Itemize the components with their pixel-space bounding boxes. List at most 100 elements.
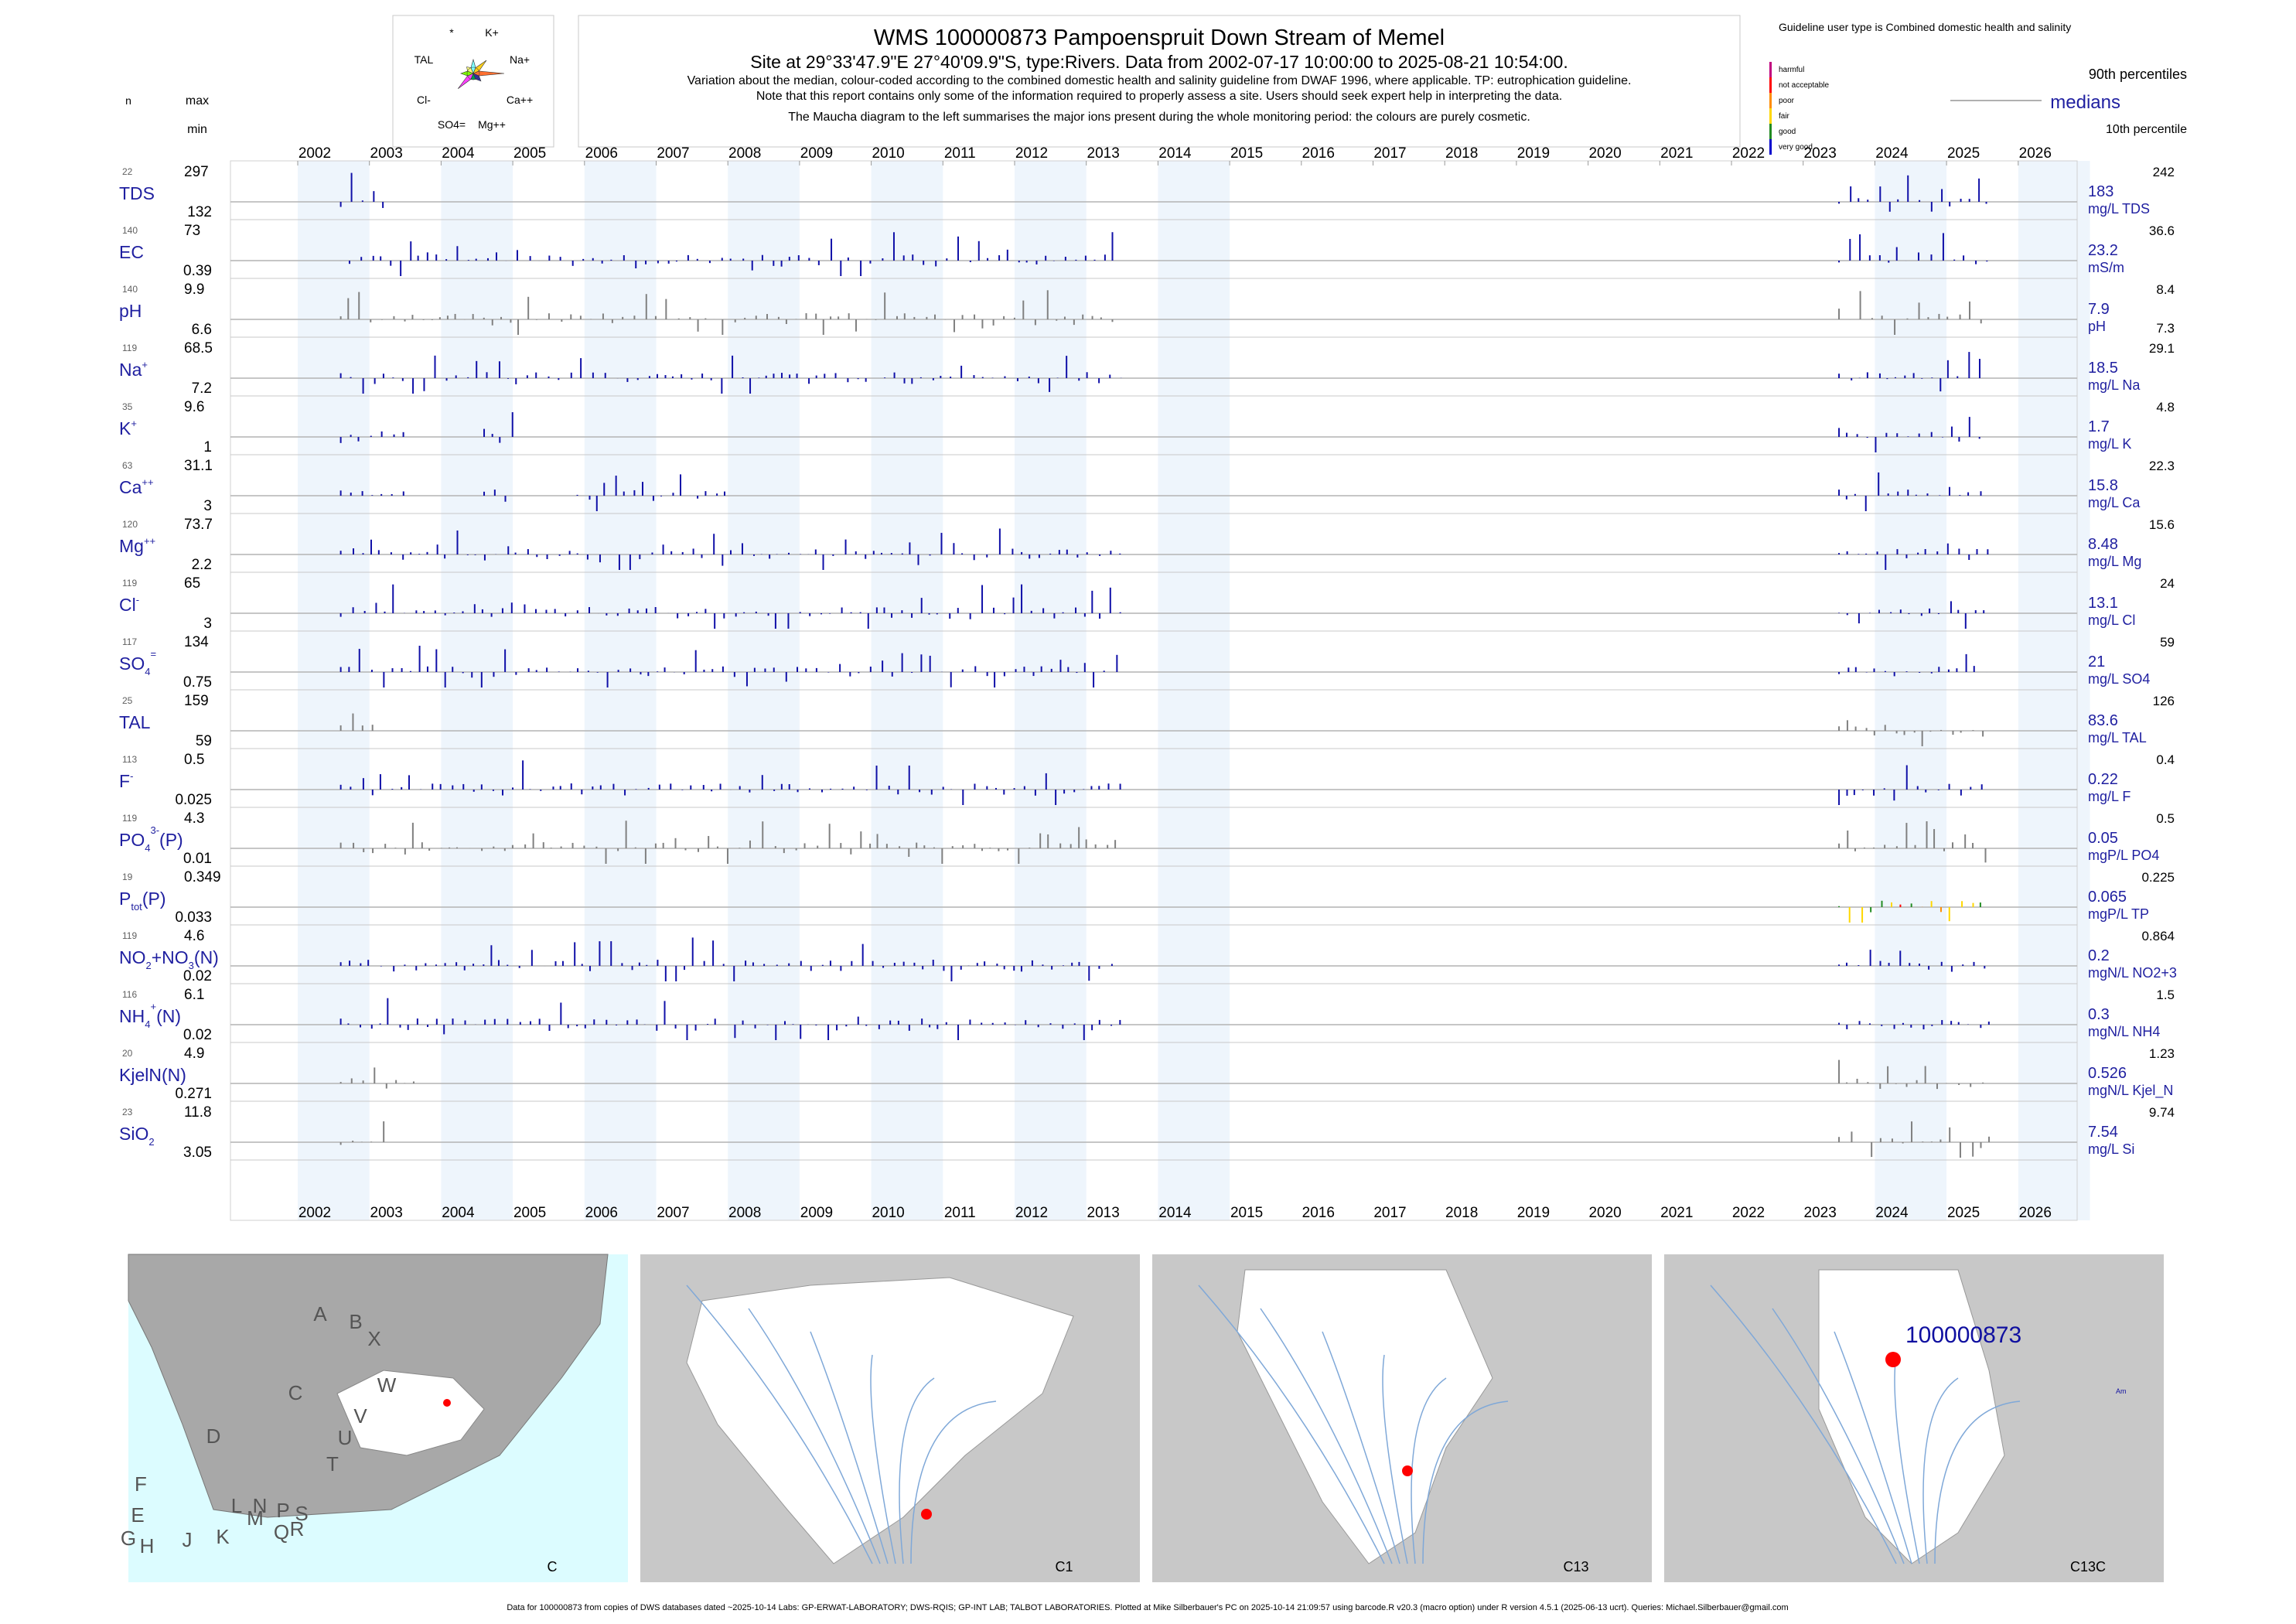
maucha-label: TAL: [415, 53, 434, 66]
year-tick-top: 2024: [1875, 145, 1909, 162]
unit-label: mg/L F: [2088, 789, 2131, 804]
drainage-region-label: S: [295, 1502, 308, 1525]
year-tick-bottom: 2026: [2019, 1205, 2052, 1221]
min-value: 0.271: [175, 1086, 212, 1102]
river-line: [1934, 1401, 2021, 1564]
min-value: 0.02: [183, 1027, 212, 1043]
river-line: [1894, 1354, 1920, 1564]
barcode-plot: 2002 2002 2003 2003 2004 2004 2005 2005 2006 2006…: [119, 145, 2177, 1221]
level-swatch: [1769, 139, 1772, 155]
guideline-levels: harmful not acceptable poor fair good very go…: [1769, 62, 1829, 155]
unit-label: mgP/L PO4: [2088, 848, 2159, 863]
year-tick-top: 2005: [513, 145, 546, 162]
unit-label: mgP/L TP: [2088, 906, 2149, 922]
year-tick-top: 2003: [370, 145, 403, 162]
max-value: 6.1: [184, 987, 204, 1003]
year-tick-top: 2019: [1517, 145, 1550, 162]
median-value: 183: [2088, 183, 2113, 200]
year-tick-top: 2011: [944, 145, 976, 162]
variable-name: Ca++: [119, 476, 154, 497]
max-value: 11.8: [184, 1104, 212, 1121]
page-subtitle: Site at 29°33'47.9"E 27°40'09.9"S, type:…: [750, 52, 1568, 72]
unit-label: mgN/L Kjel_N: [2088, 1083, 2173, 1099]
map-panel-3: C13: [1152, 1254, 1652, 1582]
year-tick-bottom: 2007: [657, 1205, 689, 1221]
drainage-region-label: M: [247, 1506, 264, 1530]
year-tick-bottom: 2003: [370, 1205, 403, 1221]
p90-value: 242: [2153, 165, 2175, 179]
note-2: Note that this report contains only some…: [756, 90, 1562, 103]
note-1: Variation about the median, colour-coded…: [687, 74, 1632, 87]
year-tick-top: 2026: [2019, 145, 2052, 162]
max-value: 4.6: [184, 928, 204, 944]
max-value: 159: [184, 693, 209, 709]
drainage-region-label: K: [216, 1525, 230, 1548]
river-line: [1922, 1377, 1959, 1564]
maucha-diagram: * K+ TAL Na+ Cl- Ca++ SO4= Mg++: [415, 26, 533, 131]
min-value: 132: [187, 204, 212, 220]
col-max: max: [186, 94, 209, 107]
min-value: 6.6: [192, 322, 212, 338]
variable-name: PO43-(P): [119, 824, 183, 854]
year-tick-bottom: 2021: [1660, 1205, 1693, 1221]
max-value: 134: [184, 634, 209, 650]
level-swatch: [1769, 62, 1772, 77]
map-panel-4: 100000873 Am C13C: [1664, 1254, 2164, 1582]
p90-value: 1.23: [2149, 1046, 2175, 1061]
year-tick-top: 2006: [585, 145, 618, 162]
year-tick-bottom: 2009: [800, 1205, 833, 1221]
sample-count: 119: [122, 343, 137, 353]
min-value: 0.025: [175, 792, 212, 808]
p90-value: 29.1: [2149, 341, 2175, 356]
variable-row-Na: 119 68.5 7.2 Na+ 18.5mg/L Na 29.1: [119, 340, 2175, 397]
p10-value: 7.3: [2156, 321, 2175, 336]
max-value: 9.6: [184, 399, 204, 415]
site-marker: [1402, 1465, 1413, 1476]
variable-name: K+: [119, 418, 137, 438]
min-value: 0.01: [183, 851, 212, 867]
map-label: C1: [1055, 1559, 1073, 1575]
variable-name: TDS: [119, 183, 155, 203]
median-value: 21: [2088, 653, 2105, 670]
year-tick-bottom: 2018: [1445, 1205, 1478, 1221]
median-value: 0.065: [2088, 889, 2127, 906]
river-line: [1322, 1331, 1400, 1564]
year-tick-top: 2002: [299, 145, 331, 162]
drainage-region-label: C: [288, 1381, 303, 1404]
drainage-region-label: J: [183, 1528, 193, 1551]
drainage-region-label: Q: [274, 1520, 289, 1544]
min-value: 1: [203, 439, 212, 455]
maucha-label: Na+: [510, 53, 530, 66]
river-line: [748, 1308, 881, 1564]
level-swatch: [1769, 124, 1772, 139]
year-tick-top: 2007: [657, 145, 689, 162]
drainage-region-label: B: [349, 1310, 362, 1333]
median-value: 18.5: [2088, 360, 2118, 377]
p90-value: 126: [2153, 694, 2175, 708]
level-swatch: [1769, 77, 1772, 93]
sample-count: 119: [122, 578, 137, 589]
guideline-title: Guideline user type is Combined domestic…: [1779, 21, 2071, 33]
river-line: [810, 1331, 889, 1564]
p90-value: 22.3: [2149, 459, 2175, 473]
median-value: 7.54: [2088, 1124, 2118, 1141]
median-value: 0.05: [2088, 830, 2118, 847]
year-tick-top: 2017: [1373, 145, 1406, 162]
median-value: 0.22: [2088, 771, 2118, 788]
median-value: 1.7: [2088, 418, 2110, 435]
unit-label: mg/L TDS: [2088, 201, 2150, 217]
map-label: C: [548, 1559, 558, 1575]
drainage-region-label: H: [140, 1534, 155, 1557]
map-panel-2: C1: [640, 1254, 1140, 1582]
year-tick-top: 2010: [872, 145, 904, 162]
p90-value: 9.74: [2149, 1105, 2175, 1120]
p90-value: 36.6: [2149, 223, 2175, 238]
drainage-region-label: V: [353, 1404, 367, 1428]
drainage-region-label: E: [131, 1503, 144, 1527]
